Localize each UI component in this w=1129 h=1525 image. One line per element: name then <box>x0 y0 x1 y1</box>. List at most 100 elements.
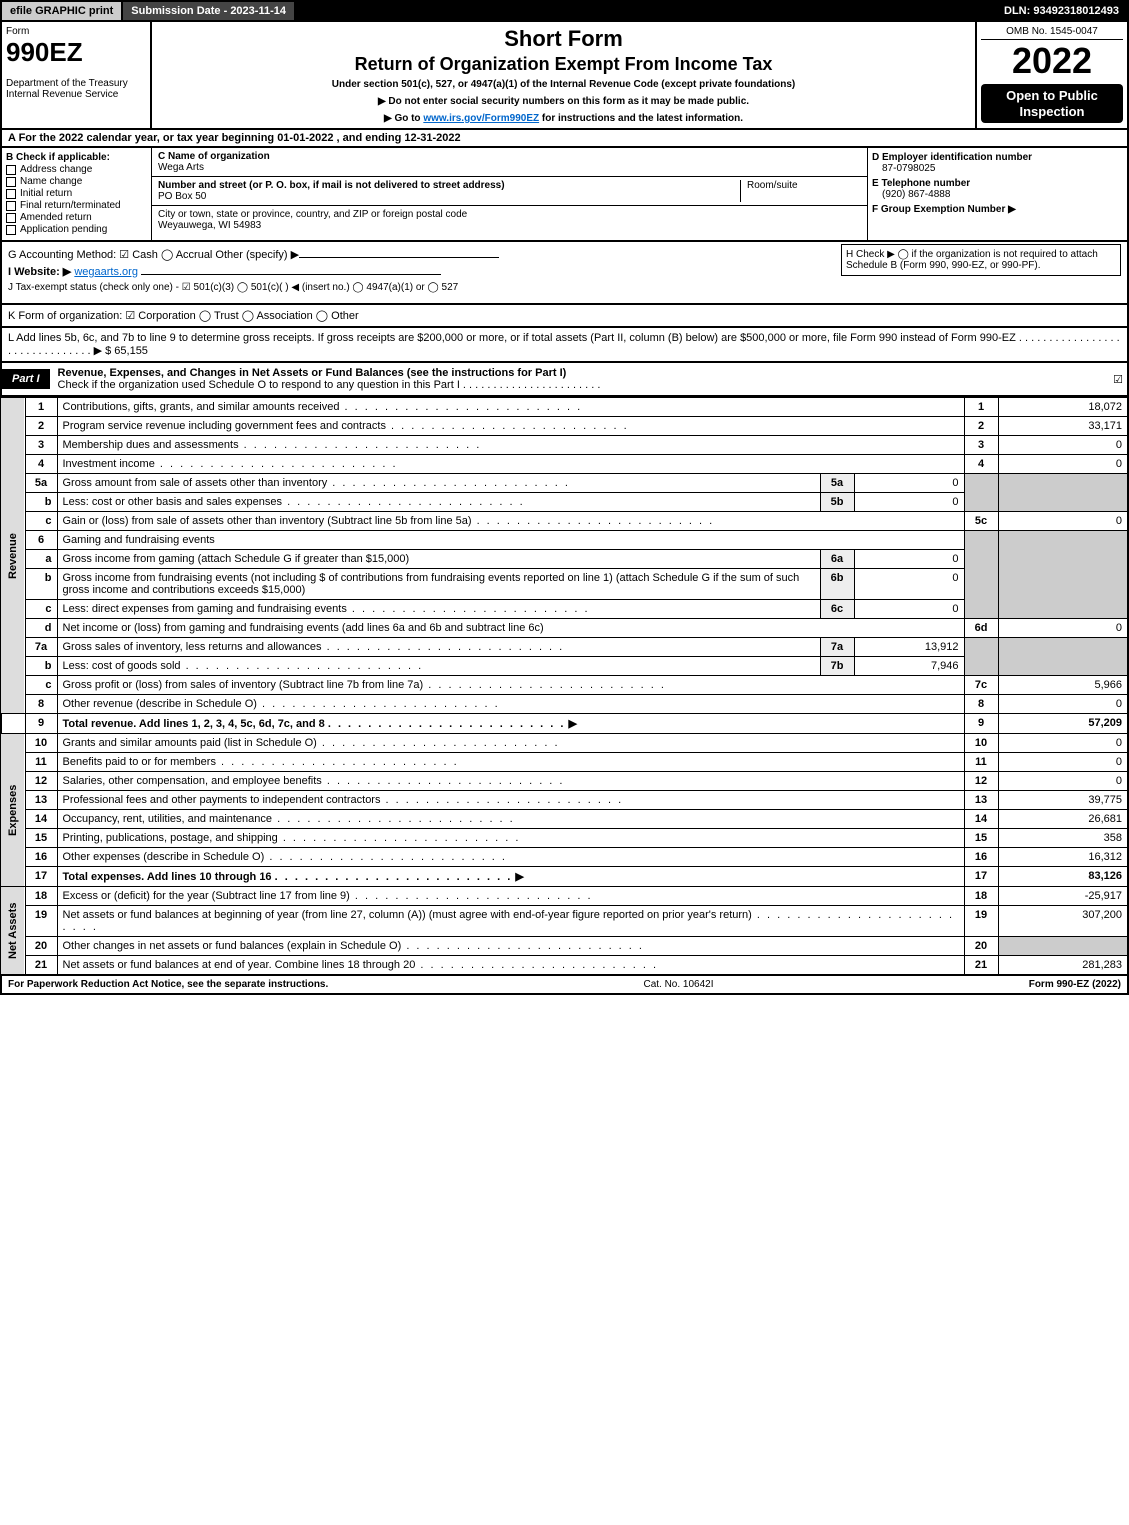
f-label: F Group Exemption Number ▶ <box>872 204 1016 215</box>
vtab-netassets: Net Assets <box>1 887 25 975</box>
website-link[interactable]: wegaarts.org <box>74 266 138 278</box>
line11-desc: Benefits paid to or for members <box>57 753 964 772</box>
line20-val <box>998 937 1128 956</box>
room-label: Room/suite <box>747 180 798 191</box>
form-right-block: OMB No. 1545-0047 2022 Open to Public In… <box>977 22 1127 128</box>
chk-initial-return[interactable]: Initial return <box>6 188 147 199</box>
chk-address-change[interactable]: Address change <box>6 164 147 175</box>
line18-desc: Excess or (deficit) for the year (Subtra… <box>57 887 964 906</box>
org-name: Wega Arts <box>158 162 204 173</box>
open-to-public: Open to Public Inspection <box>981 84 1123 123</box>
section-def: D Employer identification number 87-0798… <box>867 148 1127 240</box>
line9-val: 57,209 <box>998 714 1128 734</box>
line16-val: 16,312 <box>998 848 1128 867</box>
line5a-desc: Gross amount from sale of assets other t… <box>57 474 820 493</box>
line6b-desc: Gross income from fundraising events (no… <box>57 569 820 600</box>
line5a-val: 0 <box>854 474 964 493</box>
footer-cat: Cat. No. 10642I <box>643 979 713 990</box>
line19-val: 307,200 <box>998 906 1128 937</box>
form-word: Form <box>6 26 146 37</box>
gross-receipts: 65,155 <box>114 345 148 357</box>
part1-header: Part I Revenue, Expenses, and Changes in… <box>0 363 1129 397</box>
line6c-val: 0 <box>854 600 964 619</box>
irs-link[interactable]: www.irs.gov/Form990EZ <box>423 113 539 124</box>
line2-val: 33,171 <box>998 417 1128 436</box>
part1-check[interactable]: ☑ <box>1109 369 1127 390</box>
chk-app-pending[interactable]: Application pending <box>6 224 147 235</box>
addr-label: Number and street (or P. O. box, if mail… <box>158 180 505 191</box>
part1-tab: Part I <box>2 369 50 389</box>
section-c: C Name of organization Wega Arts Number … <box>152 148 867 240</box>
line-j: J Tax-exempt status (check only one) - ☑… <box>8 282 1121 293</box>
title-short-form: Short Form <box>156 26 971 52</box>
footer-left: For Paperwork Reduction Act Notice, see … <box>8 979 328 990</box>
line5b-desc: Less: cost or other basis and sales expe… <box>57 493 820 512</box>
city-box: City or town, state or province, country… <box>152 206 867 234</box>
part1-table: Revenue 1 Contributions, gifts, grants, … <box>0 397 1129 975</box>
line7a-desc: Gross sales of inventory, less returns a… <box>57 638 820 657</box>
chk-final-return[interactable]: Final return/terminated <box>6 200 147 211</box>
line10-desc: Grants and similar amounts paid (list in… <box>57 734 964 753</box>
org-name-box: C Name of organization Wega Arts <box>152 148 867 177</box>
line6a-desc: Gross income from gaming (attach Schedul… <box>57 550 820 569</box>
line6a-val: 0 <box>854 550 964 569</box>
line8-val: 0 <box>998 695 1128 714</box>
section-bcdef: B Check if applicable: Address change Na… <box>0 148 1129 242</box>
dept-label: Department of the Treasury Internal Reve… <box>6 78 146 100</box>
line19-desc: Net assets or fund balances at beginning… <box>57 906 964 937</box>
checkbox-icon <box>6 225 16 235</box>
line21-val: 281,283 <box>998 956 1128 975</box>
line10-val: 0 <box>998 734 1128 753</box>
line13-val: 39,775 <box>998 791 1128 810</box>
line5b-val: 0 <box>854 493 964 512</box>
line13-desc: Professional fees and other payments to … <box>57 791 964 810</box>
line18-val: -25,917 <box>998 887 1128 906</box>
line7c-val: 5,966 <box>998 676 1128 695</box>
line2-desc: Program service revenue including govern… <box>57 417 964 436</box>
line16-desc: Other expenses (describe in Schedule O) <box>57 848 964 867</box>
line15-desc: Printing, publications, postage, and shi… <box>57 829 964 848</box>
line7b-desc: Less: cost of goods sold <box>57 657 820 676</box>
line17-val: 83,126 <box>998 867 1128 887</box>
org-city: Weyauwega, WI 54983 <box>158 220 261 231</box>
addr-box: Number and street (or P. O. box, if mail… <box>152 177 867 206</box>
vtab-expenses: Expenses <box>1 734 25 887</box>
line17-desc: Total expenses. Add lines 10 through 16 … <box>57 867 964 887</box>
line3-desc: Membership dues and assessments <box>57 436 964 455</box>
line7c-desc: Gross profit or (loss) from sales of inv… <box>57 676 964 695</box>
line-l: L Add lines 5b, 6c, and 7b to line 9 to … <box>0 328 1129 363</box>
line14-desc: Occupancy, rent, utilities, and maintena… <box>57 810 964 829</box>
line1-desc: Contributions, gifts, grants, and simila… <box>57 398 964 417</box>
line8-desc: Other revenue (describe in Schedule O) <box>57 695 964 714</box>
line20-desc: Other changes in net assets or fund bala… <box>57 937 964 956</box>
form-number: 990EZ <box>6 37 146 68</box>
efile-label[interactable]: efile GRAPHIC print <box>2 2 123 20</box>
line4-val: 0 <box>998 455 1128 474</box>
checkbox-icon <box>6 177 16 187</box>
top-bar: efile GRAPHIC print Submission Date - 20… <box>0 0 1129 22</box>
line6d-val: 0 <box>998 619 1128 638</box>
line14-val: 26,681 <box>998 810 1128 829</box>
title-return: Return of Organization Exempt From Incom… <box>156 54 971 75</box>
city-label: City or town, state or province, country… <box>158 209 467 220</box>
chk-name-change[interactable]: Name change <box>6 176 147 187</box>
section-h: H Check ▶ ◯ if the organization is not r… <box>841 244 1121 276</box>
warning-ssn: ▶ Do not enter social security numbers o… <box>156 96 971 107</box>
tax-year: 2022 <box>981 40 1123 82</box>
line-k: K Form of organization: ☑ Corporation ◯ … <box>0 305 1129 328</box>
line3-val: 0 <box>998 436 1128 455</box>
form-header: Form 990EZ Department of the Treasury In… <box>0 22 1129 130</box>
b-label: B Check if applicable: <box>6 152 147 163</box>
chk-amended[interactable]: Amended return <box>6 212 147 223</box>
section-ghij: H Check ▶ ◯ if the organization is not r… <box>0 242 1129 305</box>
omb-number: OMB No. 1545-0047 <box>981 26 1123 40</box>
line6c-desc: Less: direct expenses from gaming and fu… <box>57 600 820 619</box>
line6d-desc: Net income or (loss) from gaming and fun… <box>57 619 964 638</box>
part1-title: Revenue, Expenses, and Changes in Net As… <box>50 363 1110 395</box>
dln: DLN: 93492318012493 <box>996 2 1127 20</box>
phone-value: (920) 867-4888 <box>882 189 950 200</box>
line7a-val: 13,912 <box>854 638 964 657</box>
line12-val: 0 <box>998 772 1128 791</box>
checkbox-icon <box>6 165 16 175</box>
line21-desc: Net assets or fund balances at end of ye… <box>57 956 964 975</box>
